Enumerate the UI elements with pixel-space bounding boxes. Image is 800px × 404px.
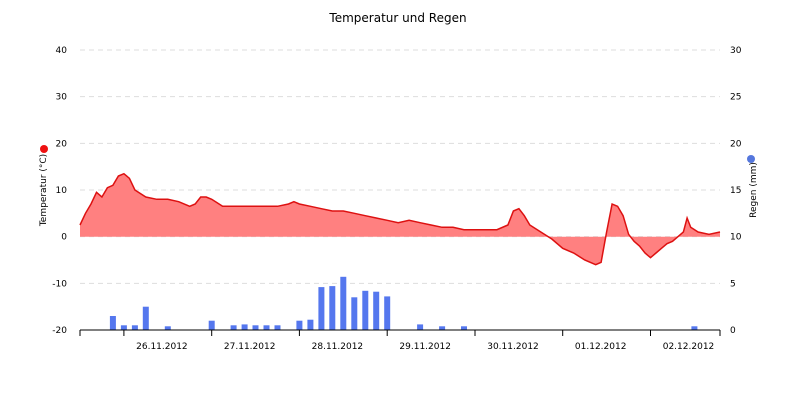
rain-bar [417, 324, 424, 330]
rain-bar [208, 320, 215, 330]
left-axis-ticks: -20 -10 0 10 20 30 40 [52, 46, 67, 336]
right-tick-label: 15 [730, 186, 741, 196]
x-tick-label: 27.11.2012 [224, 342, 276, 352]
rain-bar [142, 306, 149, 330]
rain-bar [340, 276, 347, 330]
rain-bar [307, 319, 314, 330]
rain-bar [296, 320, 303, 330]
left-tick-label: 20 [56, 139, 68, 149]
x-tick-label: 28.11.2012 [312, 342, 364, 352]
chart-title: Temperatur und Regen [328, 11, 466, 25]
left-tick-label: -20 [52, 326, 67, 336]
x-tick-label: 29.11.2012 [399, 342, 451, 352]
right-tick-label: 10 [730, 233, 742, 243]
left-tick-label: -10 [52, 279, 67, 289]
right-tick-label: 5 [730, 279, 736, 289]
rain-bar [439, 326, 446, 330]
rain-bars [109, 276, 698, 330]
left-tick-label: 30 [56, 93, 68, 103]
rain-bar [351, 297, 358, 330]
left-tick-label: 10 [56, 186, 68, 196]
x-tick-label: 01.12.2012 [575, 342, 627, 352]
x-axis-ticks: 26.11.2012 27.11.2012 28.11.2012 29.11.2012… [79, 330, 721, 352]
right-axis-title-group: Regen (mm) [749, 162, 759, 218]
rain-bar [241, 324, 248, 330]
right-tick-label: 30 [730, 46, 742, 56]
left-axis-title: Temperatur (°C) [39, 154, 49, 227]
temperature-line [79, 172, 721, 266]
rain-bar [362, 290, 369, 330]
rain-bar [461, 326, 467, 330]
rain-bar [230, 325, 237, 330]
rain-bar [384, 296, 391, 330]
rain-bar [691, 326, 698, 330]
rain-legend-dot [747, 155, 755, 163]
rain-bar [109, 316, 116, 330]
temperature-area [79, 172, 721, 266]
x-tick-label: 30.11.2012 [487, 342, 539, 352]
left-tick-label: 40 [56, 46, 68, 56]
temperature-legend-dot [40, 145, 48, 153]
grid-lines [80, 49, 720, 284]
right-tick-label: 25 [730, 93, 741, 103]
rain-bar [329, 286, 336, 330]
right-axis-ticks: 0 5 10 15 20 25 30 [730, 46, 742, 336]
rain-bar [318, 287, 325, 330]
rain-bar [120, 325, 127, 330]
rain-bar [274, 325, 281, 330]
right-axis-title: Regen (mm) [749, 162, 759, 218]
temperature-fill [80, 173, 720, 265]
left-axis-title-group: Temperatur (°C) [39, 154, 49, 227]
right-tick-label: 20 [730, 139, 742, 149]
left-tick-label: 0 [61, 233, 67, 243]
x-tick-label: 02.12.2012 [663, 342, 715, 352]
rain-bar [131, 325, 138, 330]
x-tick-label: 26.11.2012 [136, 342, 188, 352]
right-tick-label: 0 [730, 326, 736, 336]
rain-bar [252, 325, 259, 330]
rain-bar [263, 325, 270, 330]
rain-bar [164, 326, 171, 330]
rain-bar [373, 291, 380, 330]
